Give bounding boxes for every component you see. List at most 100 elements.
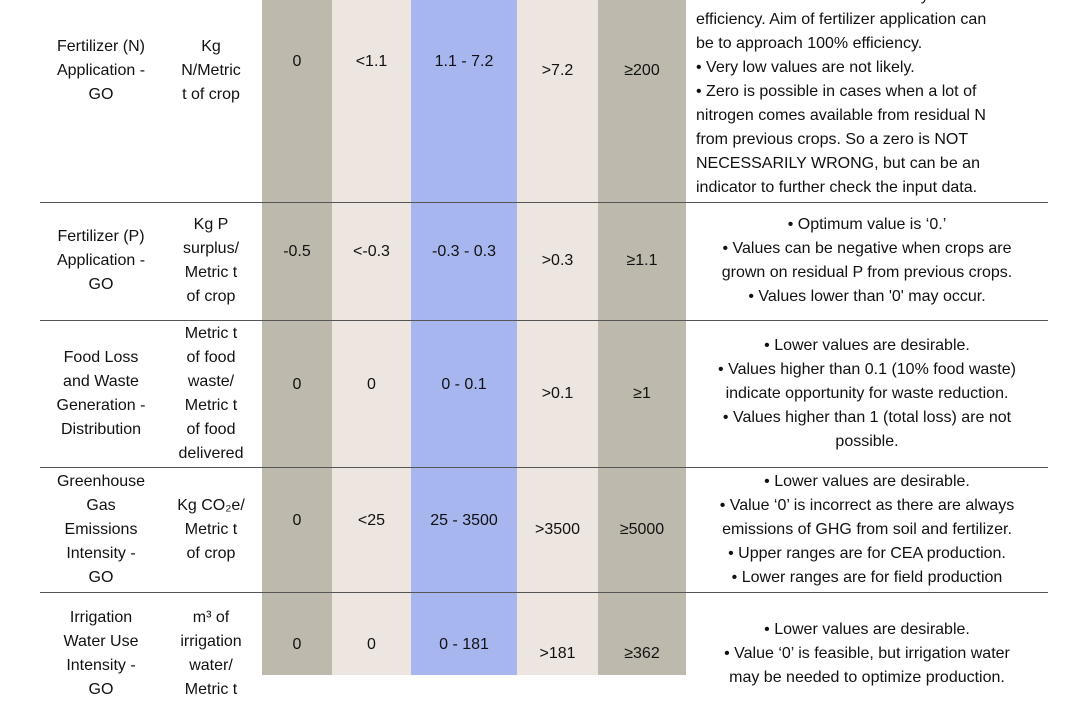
text-line: efficiency. Aim of fertilizer applicatio… bbox=[696, 11, 987, 28]
text-line: • Zero is possible in cases when a lot o… bbox=[696, 83, 977, 100]
value-cell: ≥1 bbox=[598, 320, 686, 467]
text-line: • Value ‘0’ is incorrect as there are al… bbox=[719, 496, 1015, 514]
text-line: ≥1 bbox=[633, 384, 651, 402]
value-cell: 1.1 - 7.2 bbox=[411, 0, 517, 193]
value-cell: >0.3 bbox=[517, 202, 598, 320]
text-line: of food bbox=[186, 348, 236, 366]
text-line: • Values higher than 1 (total loss) are … bbox=[722, 408, 1012, 426]
unit-cell: Metric t of food waste/Metric t of food deli… bbox=[160, 320, 262, 467]
text-line: NECESSARILY WRONG, but can be an bbox=[696, 155, 980, 172]
text-line: 0 bbox=[367, 375, 376, 393]
indicator-cell: Irrigation Water Use Intensity - GO bbox=[40, 592, 162, 716]
text-line: >3500 bbox=[535, 520, 580, 538]
value-cell: ≥1.1 bbox=[598, 202, 686, 320]
text-line: Metric t bbox=[184, 520, 238, 538]
text-line: GO bbox=[88, 568, 114, 586]
notes-cell: • Lower values are desirable. • Value ‘0’… bbox=[686, 467, 1048, 592]
value-cell: ≥362 bbox=[598, 592, 686, 716]
text-line: >181 bbox=[539, 645, 576, 662]
text-line: Distribution bbox=[60, 420, 142, 438]
text-line: Application - bbox=[56, 62, 146, 79]
text-line: irrigation bbox=[180, 633, 242, 650]
text-line: indicator to further check the input dat… bbox=[696, 179, 978, 196]
unit-cell: Kg N/Metric t of crop bbox=[160, 0, 262, 202]
indicator-cell: Food Loss and Waste Generation - Distributi… bbox=[40, 320, 162, 467]
text-line: >7.2 bbox=[541, 62, 574, 79]
text-line: Kg P bbox=[193, 216, 229, 233]
value-cell: >7.2 bbox=[517, 0, 598, 202]
text-line: Food Loss bbox=[63, 348, 139, 366]
text-line: <-0.3 bbox=[353, 243, 390, 260]
text-line: Water Use bbox=[63, 633, 139, 650]
column-bg bbox=[517, 0, 598, 675]
text-line: -0.5 bbox=[283, 243, 311, 260]
notes-cell: chosen between 100% efficiency and 25% ef… bbox=[686, 0, 1048, 202]
text-line: Metric t bbox=[184, 681, 238, 698]
text-line: • Values can be negative when crops are bbox=[722, 240, 1012, 257]
text-line: Intensity - bbox=[66, 544, 136, 562]
text-line: • Optimum value is ‘0.’ bbox=[787, 216, 947, 233]
value-cell: 0 bbox=[332, 583, 411, 707]
text-line: possible. bbox=[835, 432, 899, 450]
value-cell: -0.3 - 0.3 bbox=[411, 193, 517, 311]
text-line: Application - bbox=[56, 252, 146, 269]
notes-cell: • Lower values are desirable. • Value ‘0’… bbox=[686, 592, 1048, 716]
text-line: Kg CO₂e/ bbox=[177, 496, 245, 514]
indicator-cell: Greenhouse Gas Emissions Intensity - GO bbox=[40, 467, 162, 592]
text-line: Metric t bbox=[184, 324, 238, 342]
indicator-cell: Fertilizer (P) Application - GO bbox=[40, 202, 162, 320]
text-line: GO bbox=[88, 276, 114, 293]
text-line: from previous crops. So a zero is NOT bbox=[696, 131, 969, 148]
value-cell: 0 bbox=[262, 0, 332, 193]
text-line: of food bbox=[186, 420, 236, 438]
text-line: 0 - 181 bbox=[439, 636, 489, 653]
text-line: ≥1.1 bbox=[626, 252, 658, 269]
unit-cell: Kg P surplus/Metric t of crop bbox=[160, 202, 262, 320]
text-line: ≥200 bbox=[624, 62, 660, 79]
column-bg bbox=[332, 0, 411, 675]
notes-cell: • Lower values are desirable. • Values hi… bbox=[686, 320, 1048, 467]
text-line: indicate opportunity for waste reduction… bbox=[725, 384, 1009, 402]
text-line: • Value ‘0’ is feasible, but irrigation … bbox=[724, 645, 1010, 662]
text-line: >0.3 bbox=[541, 252, 574, 269]
row-separator bbox=[40, 202, 1048, 203]
value-cell: 0 bbox=[262, 311, 332, 458]
column-bg bbox=[262, 0, 332, 675]
value-cell: >3500 bbox=[517, 467, 598, 592]
text-line: <25 bbox=[357, 511, 386, 529]
text-line: 0 bbox=[292, 375, 302, 393]
text-line: grown on residual P from previous crops. bbox=[721, 264, 1013, 281]
text-line: 25 - 3500 bbox=[430, 511, 498, 529]
value-cell: 0 - 0.1 bbox=[411, 311, 517, 458]
row-separator bbox=[40, 320, 1048, 321]
text-line: N/Metric bbox=[181, 62, 241, 79]
value-cell: 25 - 3500 bbox=[411, 458, 517, 583]
text-line: GO bbox=[88, 86, 114, 103]
value-cell: <25 bbox=[332, 458, 411, 583]
text-line: • Very low values are not likely. bbox=[696, 59, 915, 76]
text-line: of crop bbox=[186, 288, 236, 305]
value-cell: ≥5000 bbox=[598, 467, 686, 592]
text-line: of crop bbox=[186, 544, 236, 562]
column-bg bbox=[411, 0, 517, 675]
text-line: • Lower ranges are for field production bbox=[731, 568, 1003, 586]
text-line: Irrigation bbox=[69, 609, 133, 626]
text-line: 0 bbox=[292, 53, 302, 70]
text-line: may be needed to optimize production. bbox=[729, 669, 1005, 686]
text-line: 0 - 0.1 bbox=[441, 375, 487, 393]
text-line: • Lower values are desirable. bbox=[764, 621, 970, 638]
value-cell: 0 bbox=[262, 583, 332, 707]
text-line: 1.1 - 7.2 bbox=[434, 53, 494, 70]
text-line: water/ bbox=[189, 657, 233, 674]
text-line: t of crop bbox=[182, 86, 240, 103]
row-separator bbox=[40, 467, 1048, 468]
text-line: ≥5000 bbox=[619, 520, 665, 538]
value-cell: 0 - 181 bbox=[411, 583, 517, 707]
text-line: 0 bbox=[292, 511, 302, 529]
text-line: Intensity - bbox=[66, 657, 136, 674]
value-cell: >181 bbox=[517, 592, 598, 716]
text-line: Fertilizer (P) bbox=[57, 228, 145, 245]
text-line: • Lower values are desirable. bbox=[764, 472, 970, 490]
value-cell: ≥200 bbox=[598, 0, 686, 202]
column-bg bbox=[598, 0, 686, 675]
